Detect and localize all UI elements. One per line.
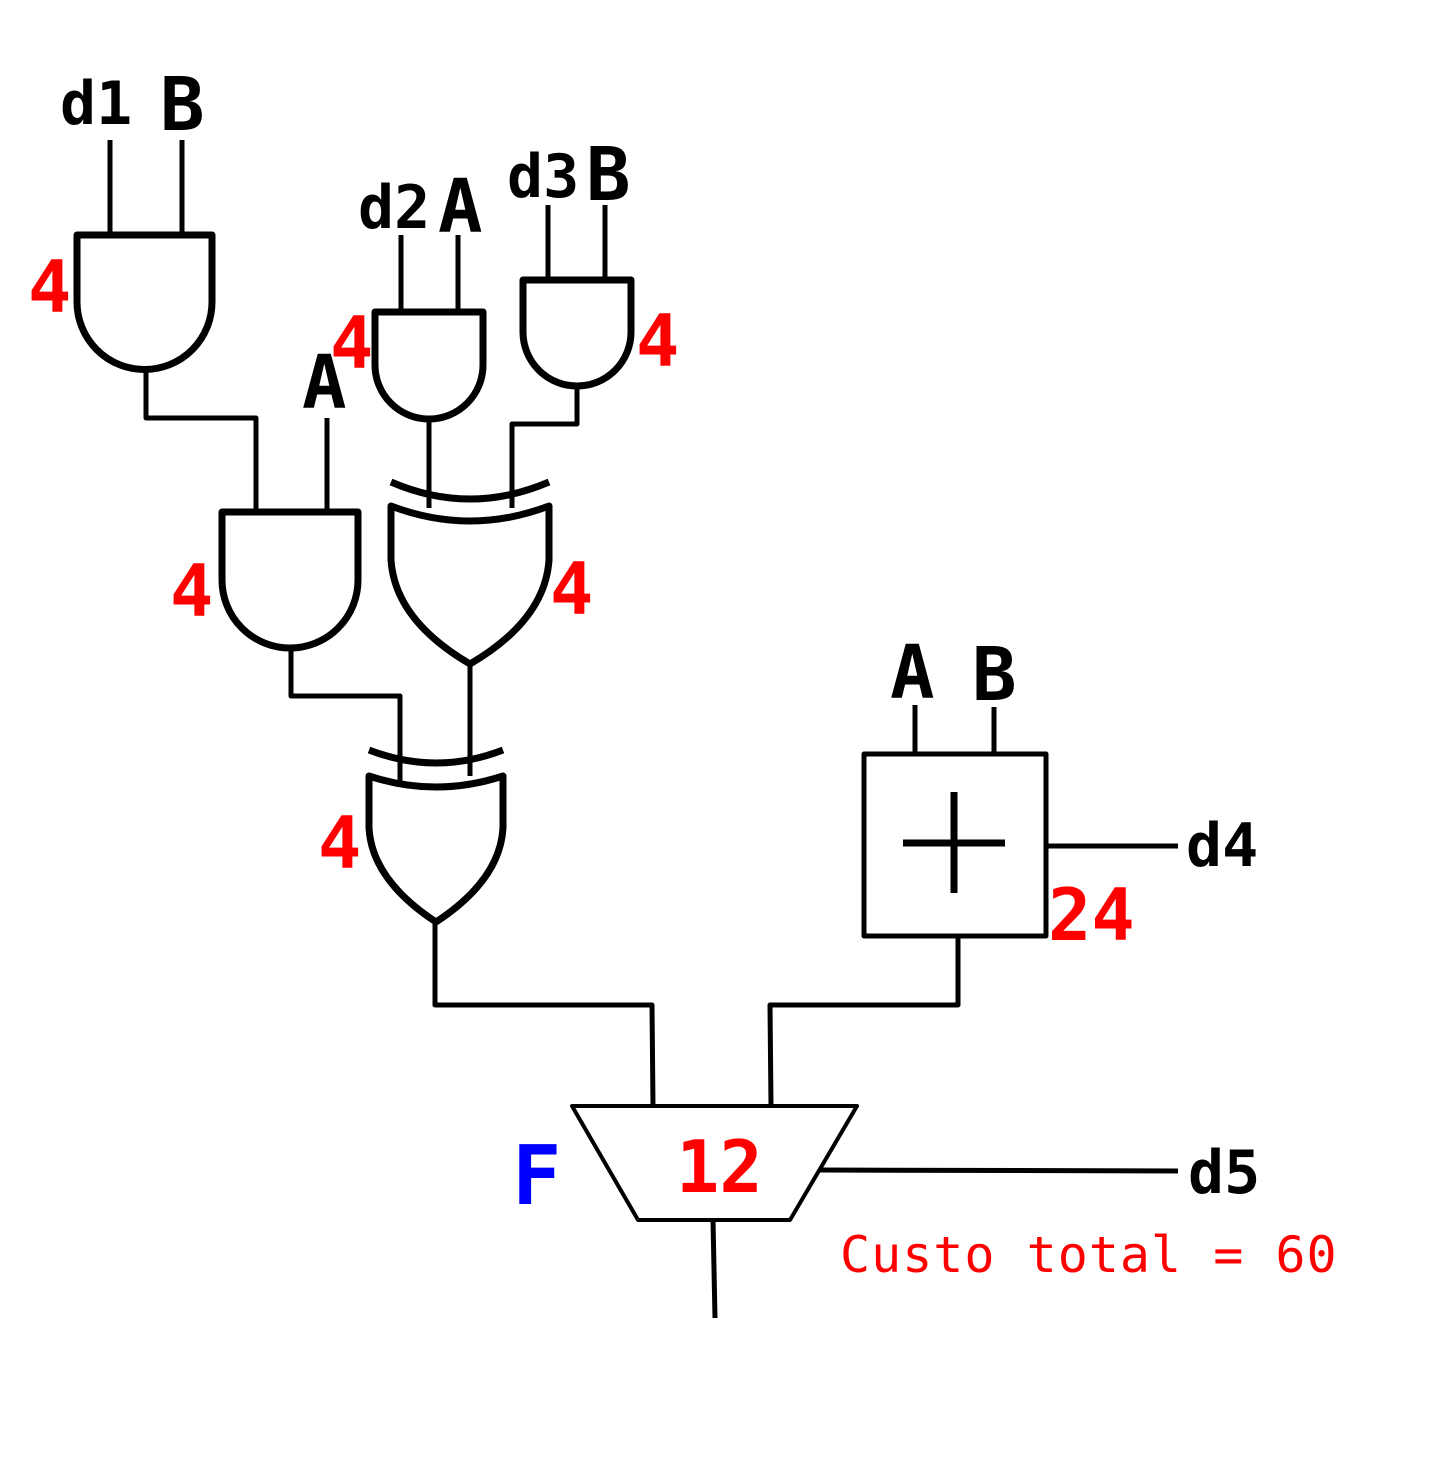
label-adder-a: A: [890, 630, 935, 716]
label-adder-b: B: [972, 632, 1017, 718]
cost-adder: 24: [1048, 873, 1135, 957]
wire-xor2-to-mux: [432, 922, 656, 1107]
and-gate-1: [73, 231, 216, 373]
cost-and2: 4: [330, 301, 373, 385]
xor-gate-2: [365, 746, 507, 926]
and-gate-4: [218, 508, 362, 652]
multiplexer: [570, 1104, 859, 1222]
cost-and1: 4: [28, 245, 71, 329]
plus-icon: [903, 792, 1005, 893]
mux-select-label: F: [512, 1129, 561, 1224]
label-and2-a: A: [438, 164, 483, 250]
wires: [107, 140, 1179, 1319]
wire-and1-to-and4: [143, 370, 259, 512]
wire-d5: [819, 1167, 1179, 1174]
wire-output: [710, 1219, 718, 1319]
cost-xor2: 4: [318, 801, 361, 885]
wire-and4-to-xor2: [288, 648, 403, 782]
xor-gate-1: [387, 478, 553, 668]
cost-xor1: 4: [550, 547, 593, 631]
total-cost: Custo total = 60: [840, 1226, 1338, 1284]
cost-and4: 4: [170, 549, 213, 633]
and-gate-2: [371, 308, 487, 423]
cost-and3: 4: [636, 299, 679, 383]
wire-and3-to-xor1: [509, 385, 580, 508]
label-and3-d3: d3: [507, 142, 579, 212]
wire-adder-to-mux: [767, 936, 961, 1107]
and-gate-3: [519, 276, 635, 390]
label-and3-b: B: [586, 132, 631, 218]
label-d4: d4: [1186, 811, 1258, 881]
label-and4-a: A: [302, 340, 347, 426]
label-and1-d1: d1: [60, 69, 132, 139]
label-and2-d2: d2: [358, 173, 430, 243]
label-d5: d5: [1188, 1138, 1260, 1208]
cost-mux: 12: [676, 1125, 763, 1209]
label-and1-b: B: [160, 62, 205, 148]
